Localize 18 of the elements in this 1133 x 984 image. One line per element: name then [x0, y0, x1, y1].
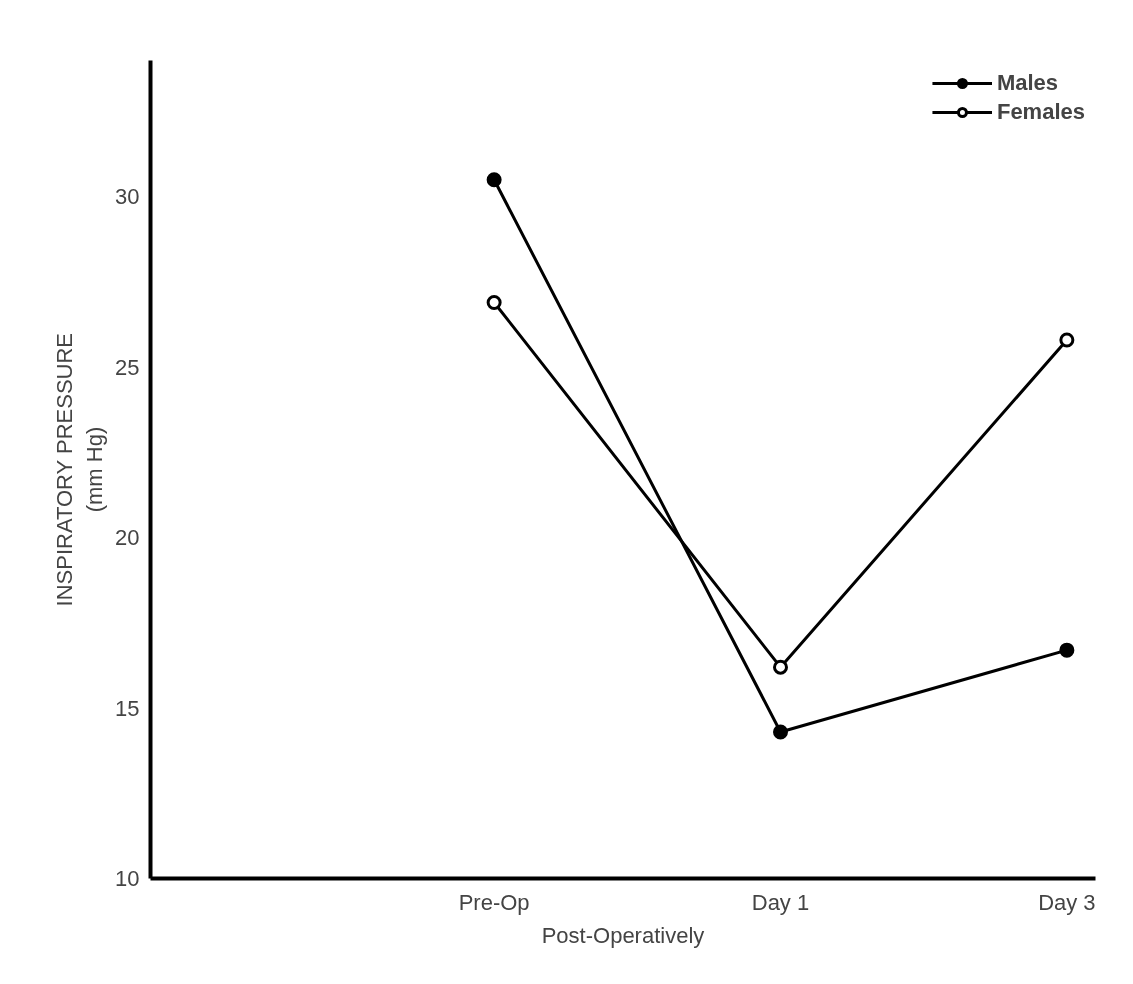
y-tick-label: 30 — [115, 184, 140, 210]
legend-label: Females — [996, 99, 1085, 125]
point — [1059, 642, 1075, 658]
x-tick-label: Pre-Op — [458, 889, 530, 915]
point — [1059, 332, 1075, 348]
y-tick-label: 15 — [115, 695, 140, 721]
y-tick-label: 10 — [115, 866, 140, 891]
point — [486, 172, 502, 188]
point — [486, 295, 502, 310]
point — [773, 659, 788, 675]
x-tick-label: Day 1 — [751, 889, 810, 915]
legend-label: Males — [996, 70, 1059, 96]
y-tick-label: 20 — [115, 525, 140, 551]
y-tick-label: 25 — [115, 354, 140, 380]
x-axis-title: Post-Operatively — [541, 922, 705, 948]
point — [773, 724, 788, 740]
x-tick-label: Day 3 — [1038, 889, 1096, 915]
y-axis-title: INSPIRATORY PRESSURE (mm Hg) — [52, 332, 108, 607]
